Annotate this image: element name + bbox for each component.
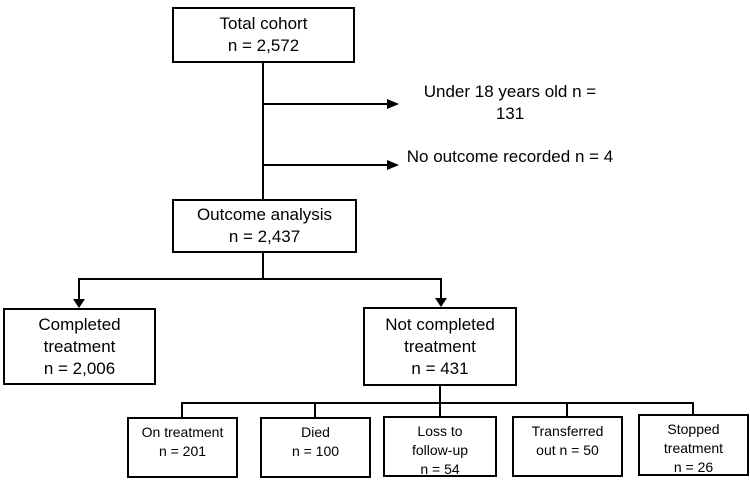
node-label: treatment	[43, 336, 116, 356]
label-count: n = 131	[495, 82, 597, 123]
node-count: out n = 50	[536, 442, 599, 458]
label-text: Under 18 years old	[423, 82, 568, 101]
connector-drop-transferred	[566, 402, 568, 417]
node-total-cohort: Total cohort n = 2,572	[172, 7, 355, 63]
connector-branch-top	[78, 278, 442, 280]
connector-drop-died	[314, 402, 316, 418]
node-transferred-out: Transferred out n = 50	[512, 416, 623, 477]
node-count: n = 431	[411, 358, 469, 378]
connector-outcome-to-branch	[262, 252, 264, 280]
arrowhead-no-outcome-icon	[387, 160, 399, 170]
connector-to-completed	[78, 278, 80, 301]
node-label: treatment	[663, 440, 724, 456]
node-not-completed-treatment: Not completed treatment n = 431	[363, 307, 517, 386]
label-no-outcome-recorded: No outcome recorded n = 4	[405, 146, 615, 168]
label-under-18: Under 18 years old n = 131	[410, 81, 610, 125]
node-count: n = 2,437	[228, 227, 301, 246]
arrowhead-under18-icon	[387, 99, 399, 109]
node-count: n = 2,006	[43, 358, 116, 378]
connector-exclusion-no-outcome	[263, 164, 389, 166]
node-count: n = 100	[291, 443, 340, 459]
node-label: Transferred	[531, 423, 604, 439]
node-died: Died n = 100	[260, 417, 371, 478]
node-label: Outcome analysis	[196, 205, 333, 224]
connector-to-not-completed	[440, 278, 442, 300]
node-label: follow-up	[411, 442, 469, 458]
connector-drop-on-treatment	[181, 402, 183, 418]
node-label: On treatment	[141, 424, 224, 440]
node-loss-to-follow-up: Loss to follow-up n = 54	[383, 416, 497, 477]
connector-drop-loss	[439, 402, 441, 417]
node-count: n = 201	[158, 443, 207, 459]
node-stopped-treatment: Stopped treatment n = 26	[638, 414, 749, 476]
node-label: Died	[301, 424, 330, 440]
node-label: Stopped	[667, 421, 720, 437]
node-label: Not completed	[385, 314, 495, 334]
node-count: n = 54	[420, 461, 460, 477]
node-count: n = 2,572	[227, 36, 300, 55]
arrowhead-not-completed-icon	[435, 298, 447, 307]
node-label: treatment	[404, 336, 476, 356]
label-text: No outcome recorded	[406, 147, 571, 166]
node-label: Completed	[38, 314, 121, 334]
connector-exclusion-under18	[263, 103, 389, 105]
connector-not-completed-to-branch	[439, 385, 441, 404]
connector-total-to-outcome	[262, 62, 264, 200]
node-completed-treatment: Completed treatment n = 2,006	[3, 308, 156, 385]
node-on-treatment: On treatment n = 201	[127, 417, 238, 478]
node-count: n = 26	[673, 459, 714, 475]
node-label: Loss to	[417, 423, 463, 439]
connector-drop-stopped	[692, 402, 694, 415]
node-outcome-analysis: Outcome analysis n = 2,437	[172, 199, 357, 253]
label-count: n = 4	[574, 147, 614, 166]
connector-branch-bottom	[181, 402, 694, 404]
node-label: Total cohort	[219, 14, 308, 33]
arrowhead-completed-icon	[73, 299, 85, 308]
